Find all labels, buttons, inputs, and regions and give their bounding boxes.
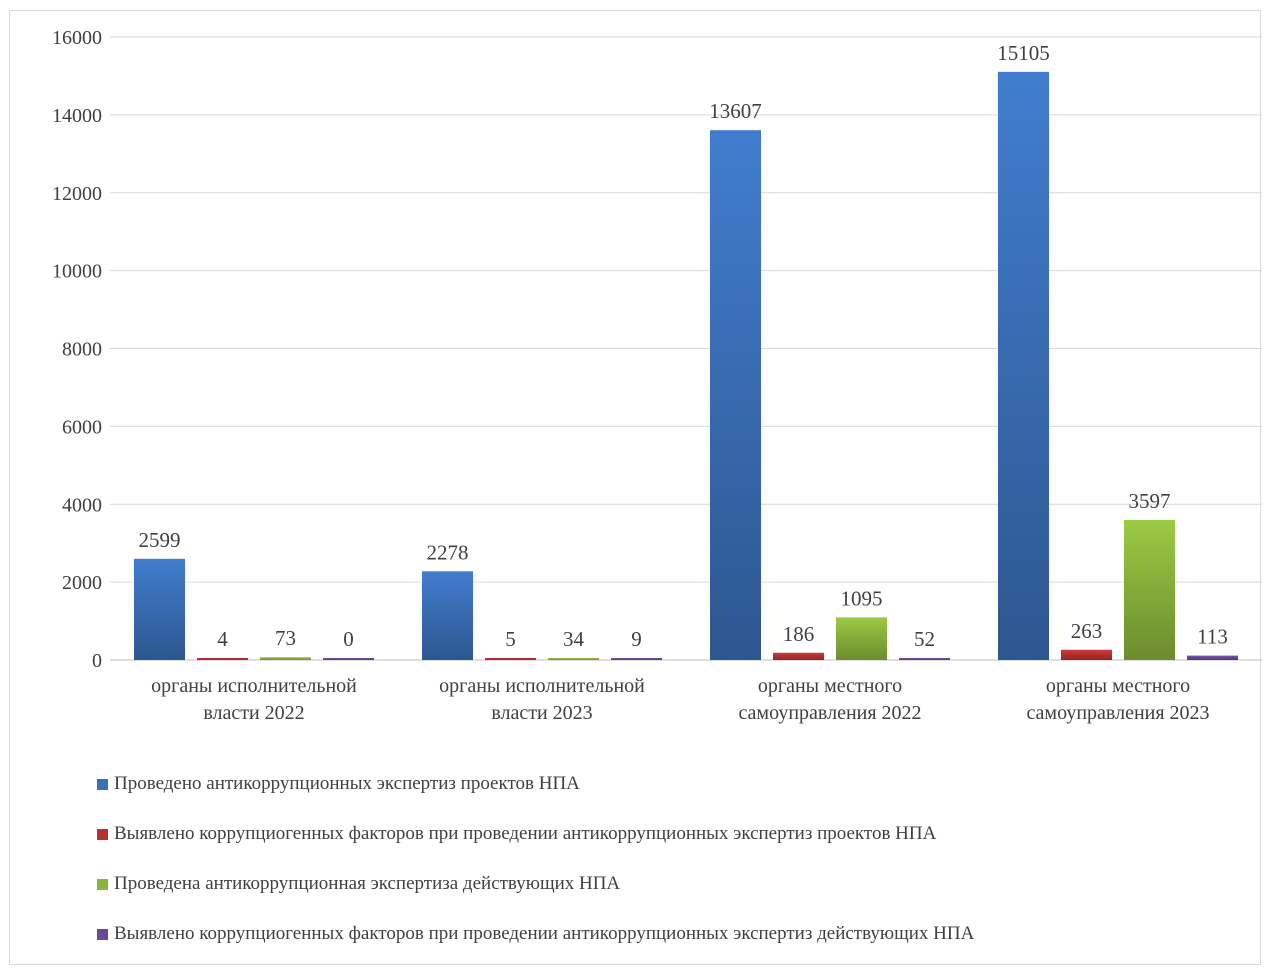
- data-label: 5: [505, 627, 516, 651]
- legend-label: Выявлено коррупциогенных факторов при пр…: [114, 823, 937, 844]
- data-label: 113: [1197, 625, 1228, 649]
- y-tick-label: 10000: [52, 261, 102, 283]
- data-label: 15105: [997, 41, 1050, 65]
- x-category-label: самоуправления 2023: [1026, 702, 1209, 724]
- y-axis-ticks: 0 2000 4000 6000 8000 10000 12000 14000 16000: [52, 27, 102, 672]
- bar: [998, 71, 1049, 660]
- bar: [773, 652, 824, 660]
- data-label: 263: [1071, 619, 1103, 643]
- y-tick-label: 0: [92, 650, 102, 672]
- data-label: 3597: [1129, 489, 1171, 513]
- y-tick-label: 6000: [62, 416, 102, 438]
- chart-legend: Проведено антикоррупционных экспертиз пр…: [97, 770, 1217, 970]
- data-label: 1095: [841, 586, 883, 610]
- data-label: 4: [217, 627, 228, 651]
- legend-item: Проведена антикоррупционная экспертиза д…: [97, 870, 1217, 898]
- data-label: 0: [343, 627, 354, 651]
- bar: [134, 558, 185, 660]
- data-label: 2278: [427, 540, 469, 564]
- bar: [548, 658, 599, 660]
- y-tick-label: 4000: [62, 494, 102, 516]
- chart-frame: [9, 10, 1261, 965]
- bar: [611, 658, 662, 660]
- bar: [899, 657, 950, 660]
- x-category-label: органы исполнительной: [439, 675, 645, 697]
- legend-label: Проведена антикоррупционная экспертиза д…: [114, 873, 621, 894]
- bar: [710, 130, 761, 661]
- bar: [1124, 519, 1175, 660]
- x-category-label: органы исполнительной: [151, 675, 357, 697]
- y-tick-label: 14000: [52, 105, 102, 127]
- bar: [485, 658, 536, 660]
- y-tick-label: 16000: [52, 27, 102, 49]
- bar: [422, 571, 473, 660]
- legend-item: Проведено антикоррупционных экспертиз пр…: [97, 770, 1217, 798]
- bars: [134, 71, 1238, 661]
- bar: [1061, 649, 1112, 660]
- data-label: 186: [783, 622, 815, 646]
- y-tick-label: 12000: [52, 183, 102, 205]
- bar: [836, 617, 887, 660]
- x-category-label: самоуправления 2022: [738, 702, 921, 724]
- x-category-label: органы местного: [1046, 675, 1190, 697]
- bar: [323, 658, 374, 660]
- bar: [1187, 655, 1238, 660]
- legend-item: Выявлено коррупциогенных факторов при пр…: [97, 820, 1217, 848]
- legend-swatch: [97, 778, 108, 790]
- x-category-label: органы местного: [758, 675, 902, 697]
- data-label: 9: [631, 627, 642, 651]
- legend-label: Проведено антикоррупционных экспертиз пр…: [114, 773, 580, 794]
- x-category-label: власти 2023: [491, 702, 592, 724]
- bar: [197, 658, 248, 660]
- bar-chart: 2599 4 73 0 2278 5 34 9 13607 186 1095 52 15105 263 35…: [52, 27, 1262, 724]
- y-tick-label: 2000: [62, 572, 102, 594]
- y-tick-label: 8000: [62, 339, 102, 361]
- x-axis-categories: органы исполнительной власти 2022 органы и…: [151, 675, 1209, 724]
- data-label: 34: [563, 627, 585, 651]
- grid-lines: [110, 36, 1262, 661]
- data-label: 13607: [709, 99, 762, 123]
- x-category-label: власти 2022: [203, 702, 304, 724]
- data-label: 73: [275, 626, 296, 650]
- legend-item: Выявлено коррупциогенных факторов при пр…: [97, 920, 1217, 948]
- data-label: 2599: [139, 528, 181, 552]
- legend-swatch: [97, 878, 108, 890]
- legend-label: Выявлено коррупциогенных факторов при пр…: [114, 923, 975, 944]
- data-label: 52: [914, 627, 935, 651]
- legend-swatch: [97, 928, 108, 940]
- legend-swatch: [97, 828, 108, 840]
- bar: [260, 657, 311, 660]
- data-labels: 2599 4 73 0 2278 5 34 9 13607 186 1095 52 15105 263 35…: [139, 41, 1228, 651]
